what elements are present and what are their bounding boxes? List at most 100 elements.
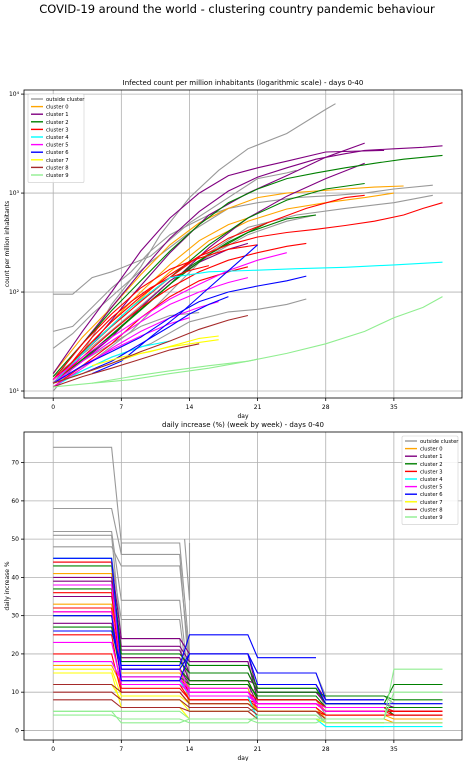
y-tick-label: 10¹ xyxy=(9,388,20,395)
legend-label: cluster 5 xyxy=(420,485,443,491)
legend-label: cluster 0 xyxy=(46,105,69,111)
series-cluster-2 xyxy=(52,154,443,384)
series-line xyxy=(92,358,258,384)
y-tick-label: 0 xyxy=(15,727,19,734)
series-spike xyxy=(184,539,191,601)
y-tick-label: 10 xyxy=(11,689,19,696)
series-line xyxy=(52,252,287,381)
axes-frame xyxy=(23,431,463,741)
series-line xyxy=(52,277,249,384)
legend-label: cluster 0 xyxy=(420,447,443,453)
series-step-line xyxy=(53,565,443,705)
x-tick-label: 7 xyxy=(119,746,123,753)
series-line xyxy=(52,145,443,381)
y-tick-label: 30 xyxy=(11,613,19,620)
series-cluster-1 xyxy=(52,142,443,384)
series-step-line xyxy=(53,691,443,720)
y-axis-label: daily increase % xyxy=(4,561,11,610)
series-step-line xyxy=(53,557,443,705)
series-line xyxy=(52,202,443,384)
legend-label: cluster 3 xyxy=(46,127,69,133)
legend-label: cluster 8 xyxy=(420,507,443,513)
legend-label: cluster 1 xyxy=(420,454,443,460)
legend-label: cluster 3 xyxy=(420,469,443,475)
x-tick-label: 28 xyxy=(322,404,330,411)
series-line xyxy=(53,314,249,384)
series-line xyxy=(91,335,219,367)
y-tick-label: 40 xyxy=(11,574,19,581)
y-tick-label: 50 xyxy=(11,536,19,543)
series-step-line xyxy=(53,611,385,709)
legend-label: cluster 9 xyxy=(46,173,69,179)
legend-label: cluster 9 xyxy=(420,515,443,521)
series-line xyxy=(53,296,443,388)
series-cluster-8 xyxy=(53,683,385,720)
series-step-line xyxy=(53,630,316,666)
series-step-line xyxy=(53,615,385,701)
legend-label: cluster 2 xyxy=(46,120,69,126)
axes-title: daily increase (%) (week by week) - days… xyxy=(162,421,324,429)
series-line xyxy=(52,265,210,384)
legend-label: outside cluster xyxy=(420,439,459,445)
axes-frame xyxy=(23,89,463,399)
series-step-line xyxy=(53,626,443,709)
x-tick-label: 14 xyxy=(186,404,194,411)
x-tick-label: 28 xyxy=(322,746,330,753)
y-tick-label: 10³ xyxy=(9,190,20,197)
x-tick-label: 0 xyxy=(51,746,55,753)
series-line xyxy=(52,242,307,384)
legend-label: cluster 8 xyxy=(46,165,69,171)
series-step-line xyxy=(53,699,385,720)
legend-label: cluster 2 xyxy=(420,462,443,468)
x-tick-label: 35 xyxy=(390,404,398,411)
x-tick-label: 7 xyxy=(119,404,123,411)
legend-label: cluster 4 xyxy=(46,135,69,141)
series-line xyxy=(52,301,219,388)
series-line xyxy=(52,244,258,381)
legend-label: cluster 4 xyxy=(420,477,443,483)
x-tick-label: 21 xyxy=(254,746,262,753)
series-cluster-8 xyxy=(53,314,249,388)
series-cluster-9 xyxy=(53,668,443,724)
x-tick-label: 21 xyxy=(254,404,262,411)
legend-label: cluster 6 xyxy=(46,150,69,156)
legend-label: outside cluster xyxy=(46,97,85,103)
series-line xyxy=(52,340,171,388)
series-line xyxy=(52,154,443,377)
y-tick-label: 70 xyxy=(11,460,19,467)
series-step-line xyxy=(53,546,316,697)
series-line xyxy=(53,343,200,388)
series-cluster-5 xyxy=(52,252,287,388)
series-step-line xyxy=(53,661,385,728)
legend-label: cluster 5 xyxy=(46,143,69,149)
series-cluster-5 xyxy=(53,584,385,712)
y-tick-label: 10⁴ xyxy=(9,91,20,98)
plot-area xyxy=(53,446,443,728)
y-tick-label: 20 xyxy=(11,651,19,658)
figure-title: COVID-19 around the world - clustering c… xyxy=(39,2,435,16)
series-step-line xyxy=(53,634,385,716)
series-line xyxy=(52,222,268,384)
x-axis-label: day xyxy=(237,755,248,761)
series-step-line xyxy=(53,557,385,724)
x-tick-label: 0 xyxy=(51,404,55,411)
legend-label: cluster 6 xyxy=(420,492,443,498)
legend-label: cluster 7 xyxy=(420,500,443,506)
series-line xyxy=(53,207,229,332)
series-line xyxy=(53,169,297,295)
y-axis-label: count per million inhabitants xyxy=(4,201,11,287)
series-step-line xyxy=(53,683,385,720)
series-step-line xyxy=(53,603,385,712)
y-tick-label: 10² xyxy=(9,289,20,296)
x-tick-label: 14 xyxy=(186,746,194,753)
plot-area xyxy=(52,103,443,392)
legend-label: cluster 7 xyxy=(46,158,69,164)
series-line xyxy=(91,244,258,375)
series-cluster-9 xyxy=(53,296,443,388)
series-step-line xyxy=(53,691,316,716)
series-line xyxy=(52,194,433,384)
x-tick-label: 35 xyxy=(390,746,398,753)
x-axis-label: day xyxy=(237,413,248,420)
series-line xyxy=(52,149,385,374)
